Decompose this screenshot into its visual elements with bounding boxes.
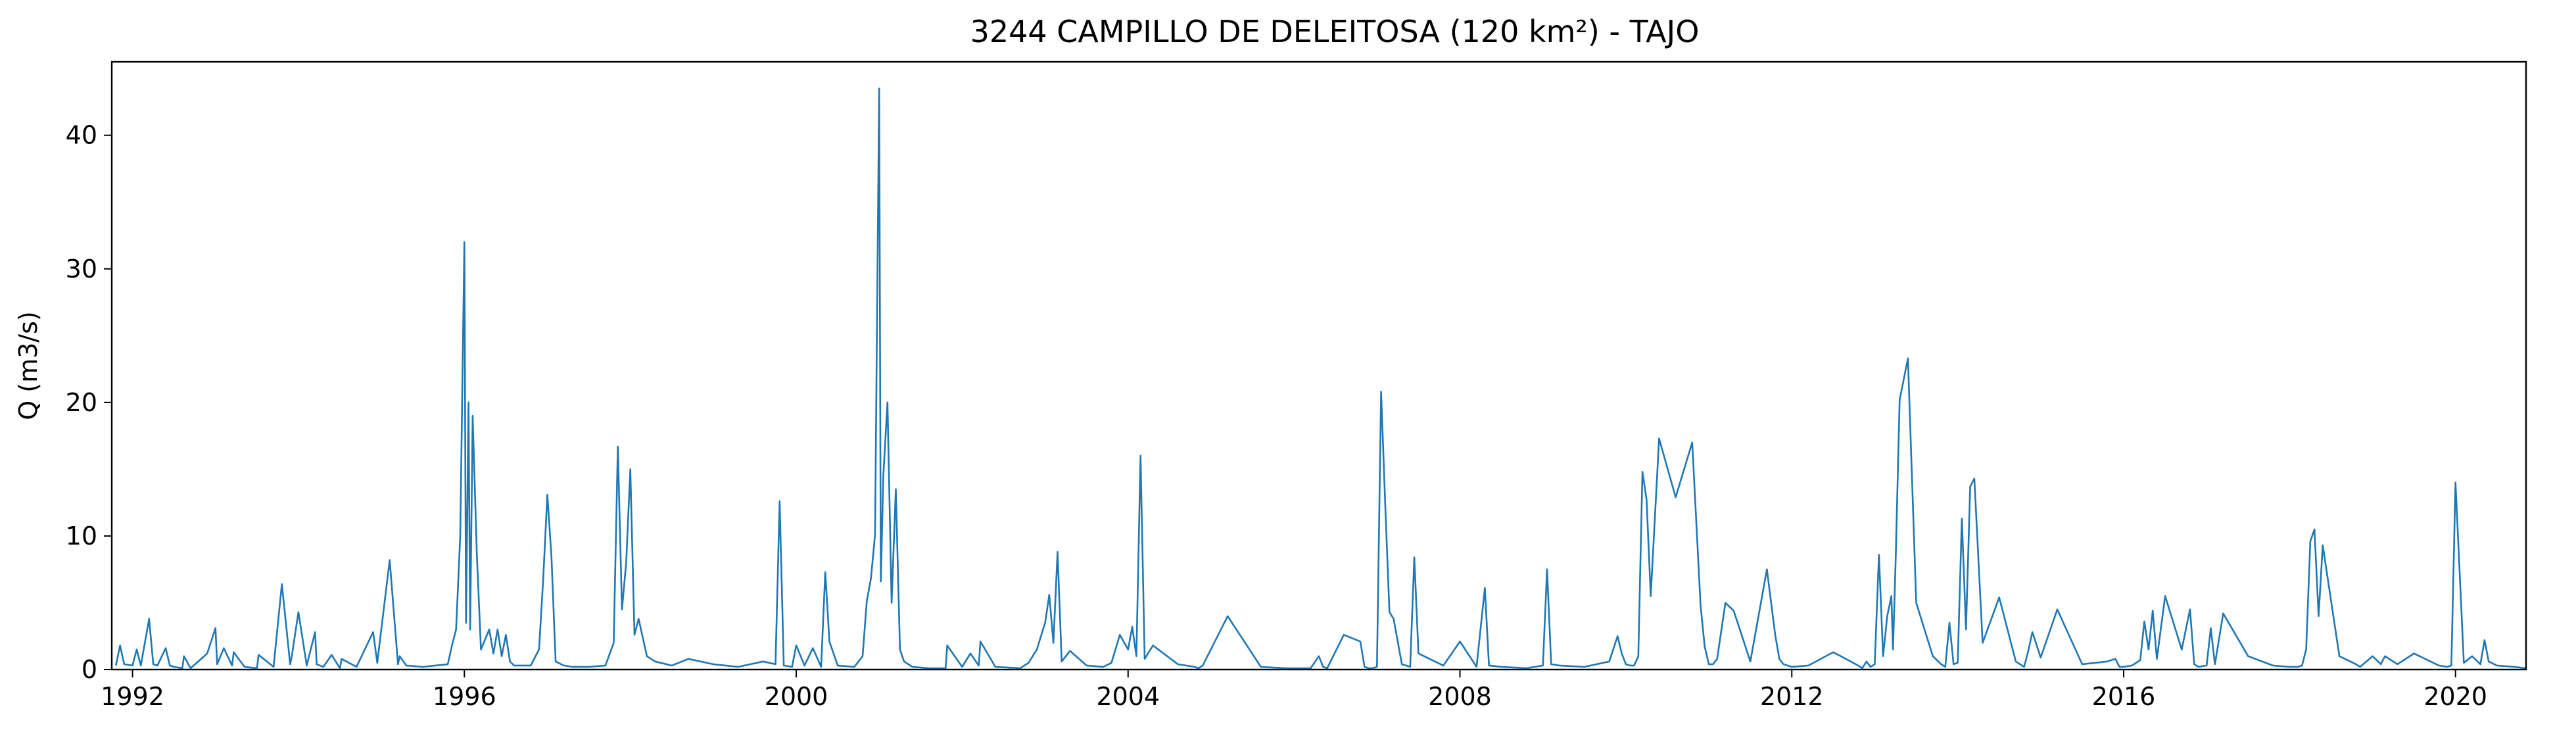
plot-area: [115, 87, 2526, 670]
x-tick-label: 2012: [1760, 682, 1824, 711]
x-axis: 1992 1996 2000 2004 2008 2012 2016 2020: [101, 670, 2487, 711]
y-axis: 0 10 20 30 40: [66, 121, 112, 684]
x-tick-label: 1992: [101, 682, 164, 711]
y-tick-label: 40: [66, 121, 97, 150]
chart-title: 3244 CAMPILLO DE DELEITOSA (120 km²) - T…: [970, 14, 1700, 49]
series-layer: [115, 87, 2526, 670]
x-tick-label: 2020: [2423, 682, 2487, 711]
plot-frame: [110, 61, 2527, 671]
y-tick-label: 20: [66, 388, 97, 417]
y-tick-label: 30: [66, 255, 97, 283]
y-axis-label: Q (m3/s): [14, 311, 43, 420]
series-line-0: [115, 87, 2526, 670]
x-tick-label: 2016: [2092, 682, 2156, 711]
y-tick-label: 10: [66, 522, 97, 550]
x-tick-label: 1996: [433, 682, 496, 711]
x-tick-label: 2000: [765, 682, 828, 711]
y-tick-label: 0: [82, 655, 97, 684]
x-tick-label: 2004: [1096, 682, 1160, 711]
x-tick-label: 2008: [1428, 682, 1492, 711]
